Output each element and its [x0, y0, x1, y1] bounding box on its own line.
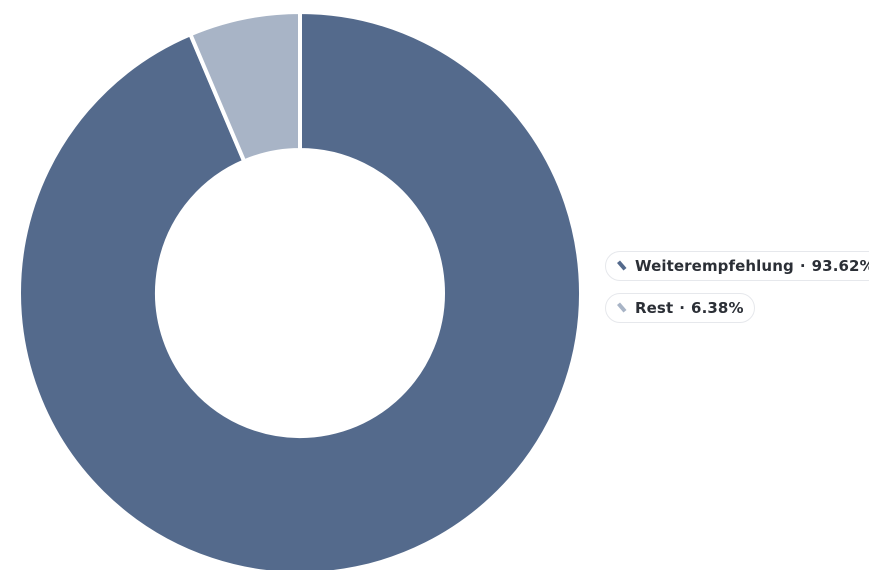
legend-label: Weiterempfehlung [635, 257, 794, 275]
legend-separator: · [799, 257, 806, 275]
legend-value: 93.62% [811, 257, 869, 275]
donut-slice-rest[interactable] [188, 10, 302, 164]
legend-item-weiterempfehlung[interactable]: Weiterempfehlung · 93.62% [605, 251, 869, 281]
donut-slice-weiterempfehlung[interactable] [17, 10, 583, 570]
legend-swatch-icon [617, 260, 627, 271]
legend-label: Rest [635, 299, 674, 317]
chart-legend: Weiterempfehlung · 93.62% Rest · 6.38% [605, 251, 869, 323]
legend-value: 6.38% [691, 299, 744, 317]
legend-item-rest[interactable]: Rest · 6.38% [605, 293, 755, 323]
legend-separator: · [679, 299, 686, 317]
donut-slices [17, 10, 583, 570]
legend-swatch-icon [617, 302, 627, 313]
